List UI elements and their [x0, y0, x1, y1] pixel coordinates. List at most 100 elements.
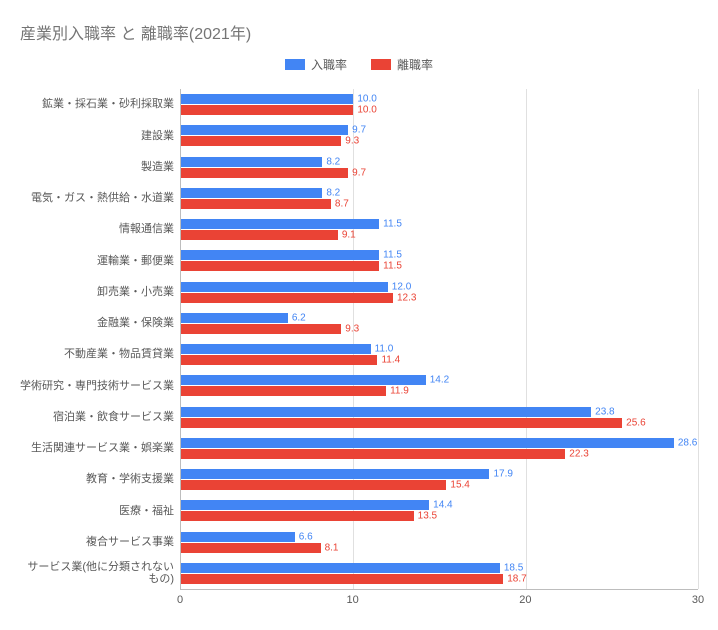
bar-value-label: 25.6 [622, 417, 645, 428]
bar-series2: 9.1 [181, 230, 338, 240]
legend-swatch-series2 [371, 59, 391, 70]
bar-group: 28.6 22.3 [181, 433, 698, 464]
bar-value-label: 15.4 [446, 480, 469, 491]
bar-value-label: 10.0 [353, 105, 376, 116]
bar-value-label: 17.9 [489, 469, 512, 480]
bar-series2: 15.4 [181, 480, 446, 490]
legend-label-series1: 入職率 [311, 56, 347, 73]
bar-group: 8.28.7 [181, 183, 698, 214]
bar-series2: 13.5 [181, 511, 414, 521]
bar-group: 11.511.5 [181, 245, 698, 276]
bar-series2: 12.3 [181, 293, 393, 303]
legend-label-series2: 離職率 [397, 56, 433, 73]
bar-group: 23.825.6 [181, 402, 698, 433]
bar-value-label: 12.3 [393, 292, 416, 303]
chart-container: 産業別入職率 と 離職率(2021年) 入職率 離職率 鉱業・採石業・砂利採取業… [0, 0, 718, 630]
bar-value-label: 11.0 [371, 344, 394, 355]
bar-series1: 6.6 [181, 532, 295, 542]
bar-series2: 11.9 [181, 386, 386, 396]
bar-series1: 10.0 [181, 94, 353, 104]
y-axis-category-label: 生活関連サービス業・娯楽業 [20, 433, 180, 464]
bar-group: 14.413.5 [181, 495, 698, 526]
plot-area: 鉱業・採石業・砂利採取業建設業製造業電気・ガス・熱供給・水道業情報通信業運輸業・… [20, 89, 698, 589]
x-axis-tick-label: 10 [347, 594, 359, 606]
bar-value-label: 14.2 [426, 375, 449, 386]
bar-series1: 18.5 [181, 563, 500, 573]
bar-value-label: 9.3 [341, 136, 359, 147]
legend: 入職率 離職率 [20, 56, 698, 73]
bar-value-label: 8.1 [321, 542, 339, 553]
bar-series2: 11.4 [181, 355, 377, 365]
y-axis-category-label: 情報通信業 [20, 214, 180, 245]
bar-group: 6.68.1 [181, 527, 698, 558]
y-axis-category-label: 学術研究・専門技術サービス業 [20, 370, 180, 401]
bar-value-label: 9.1 [338, 230, 356, 241]
bar-series2: 11.5 [181, 261, 379, 271]
bar-series2: 8.7 [181, 199, 331, 209]
bar-series1: 12.0 [181, 282, 388, 292]
y-axis-category-label: 電気・ガス・熱供給・水道業 [20, 183, 180, 214]
bar-value-label: 11.5 [379, 261, 402, 272]
bar-value-label: 12.0 [388, 281, 411, 292]
bar-value-label: 11.9 [386, 386, 409, 397]
bar-value-label: 6.6 [295, 531, 313, 542]
bar-value-label: 9.7 [348, 167, 366, 178]
y-axis-category-label: 卸売業・小売業 [20, 277, 180, 308]
bar-series2: 8.1 [181, 543, 321, 553]
bar-value-label: 8.2 [322, 156, 340, 167]
bar-series1: 11.5 [181, 250, 379, 260]
bar-group: 12.012.3 [181, 277, 698, 308]
y-axis-category-label: サービス業(他に分類されないもの) [20, 558, 180, 589]
y-axis-category-label: 医療・福祉 [20, 495, 180, 526]
y-axis-labels: 鉱業・採石業・砂利採取業建設業製造業電気・ガス・熱供給・水道業情報通信業運輸業・… [20, 89, 180, 589]
bar-series2: 25.6 [181, 418, 622, 428]
bar-value-label: 18.7 [503, 573, 526, 584]
bar-series1: 17.9 [181, 469, 489, 479]
bar-group: 18.518.7 [181, 558, 698, 589]
bar-group: 9.79.3 [181, 120, 698, 151]
legend-item-series1: 入職率 [285, 56, 347, 73]
y-axis-category-label: 教育・学術支援業 [20, 464, 180, 495]
bar-series1: 23.8 [181, 407, 591, 417]
bar-value-label: 8.2 [322, 187, 340, 198]
bar-value-label: 10.0 [353, 94, 376, 105]
x-axis: 0102030 [180, 589, 698, 613]
bar-value-label: 11.5 [379, 219, 402, 230]
bar-group: 8.29.7 [181, 152, 698, 183]
bar-value-label: 13.5 [414, 511, 437, 522]
bar-series1: 6.2 [181, 313, 288, 323]
bar-value-label: 23.8 [591, 406, 614, 417]
legend-item-series2: 離職率 [371, 56, 433, 73]
bar-value-label: 14.4 [429, 500, 452, 511]
y-axis-category-label: 建設業 [20, 120, 180, 151]
bar-series2: 10.0 [181, 105, 353, 115]
bar-group: 14.2 11.9 [181, 370, 698, 401]
bar-value-label: 6.2 [288, 312, 306, 323]
bar-value-label: 11.5 [379, 250, 402, 261]
bar-series2: 18.7 [181, 574, 503, 584]
y-axis-category-label: 製造業 [20, 152, 180, 183]
bars-region: 10.010.09.79.38.29.78.28.711.59.111.511.… [180, 89, 698, 589]
bar-value-label: 9.7 [348, 125, 366, 136]
x-axis-tick-label: 0 [177, 594, 183, 606]
bar-series2: 9.3 [181, 136, 341, 146]
y-axis-category-label: 複合サービス事業 [20, 527, 180, 558]
bar-series1: 11.5 [181, 219, 379, 229]
y-axis-category-label: 不動産業・物品賃貸業 [20, 339, 180, 370]
y-axis-category-label: 運輸業・郵便業 [20, 245, 180, 276]
y-axis-category-label: 鉱業・採石業・砂利採取業 [20, 89, 180, 120]
bar-value-label: 28.6 [674, 437, 697, 448]
bar-value-label: 18.5 [500, 562, 523, 573]
bar-value-label: 8.7 [331, 198, 349, 209]
chart-title: 産業別入職率 と 離職率(2021年) [20, 20, 698, 44]
bar-group: 10.010.0 [181, 89, 698, 120]
bar-value-label: 22.3 [565, 448, 588, 459]
bar-series2: 9.7 [181, 168, 348, 178]
x-axis-tick-label: 20 [519, 594, 531, 606]
legend-swatch-series1 [285, 59, 305, 70]
bar-series1: 14.4 [181, 500, 429, 510]
x-axis-tick-label: 30 [692, 594, 704, 606]
bar-series1: 8.2 [181, 157, 322, 167]
bar-value-label: 9.3 [341, 323, 359, 334]
bar-value-label: 11.4 [377, 355, 400, 366]
